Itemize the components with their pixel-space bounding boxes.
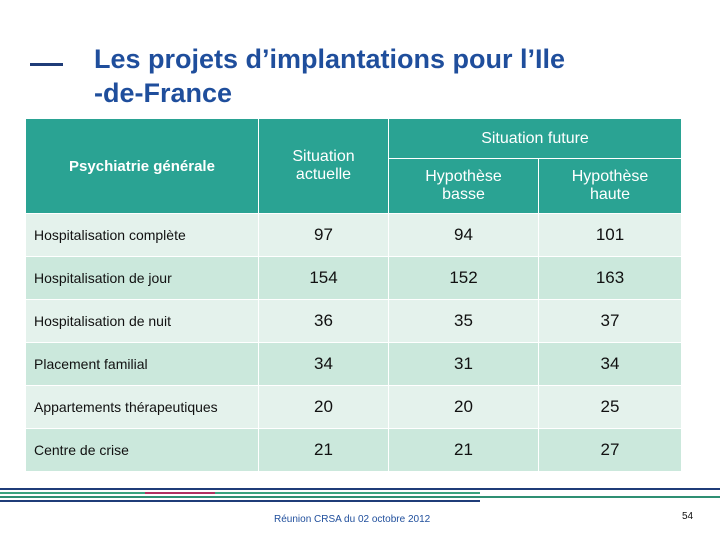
cell-value: 34 [538,342,682,386]
row-label: Hospitalisation complète [25,213,259,257]
cell-value: 163 [538,256,682,300]
cell-value: 25 [538,385,682,429]
row-label: Hospitalisation de nuit [25,299,259,343]
table-row: Appartements thérapeutiques 20 20 25 [25,385,682,429]
row-label: Hospitalisation de jour [25,256,259,300]
column-header: Situation actuelle [258,118,389,214]
title-marker [30,63,63,66]
cell-value: 154 [258,256,389,300]
stripe [0,492,480,494]
table-row: Hospitalisation de nuit 36 35 37 [25,299,682,343]
table-row: Placement familial 34 31 34 [25,342,682,386]
table-body: Hospitalisation complète 97 94 101 Hospitali… [25,213,682,472]
footer-text: Réunion CRSA du 02 octobre 2012 [274,514,431,525]
cell-value: 20 [258,385,389,429]
group-header: Situation future [388,118,682,159]
title-line: -de-France [94,78,233,108]
table-row: Hospitalisation de jour 154 152 163 [25,256,682,300]
cell-value: 37 [538,299,682,343]
title: Les projets d’implantations pour l’Ile -… [94,42,565,110]
cell-value: 34 [258,342,389,386]
data-table: Psychiatrie générale Situation actuelle … [25,118,682,472]
row-label: Appartements thérapeutiques [25,385,259,429]
table-row: Centre de crise 21 21 27 [25,428,682,472]
page-number: 54 [682,511,694,522]
cell-value: 152 [388,256,539,300]
cell-value: 31 [388,342,539,386]
cell-value: 97 [258,213,389,257]
cell-value: 101 [538,213,682,257]
stripe [0,488,720,490]
row-label: Centre de crise [25,428,259,472]
stripe [0,500,480,502]
cell-value: 35 [388,299,539,343]
corner-header: Psychiatrie générale [25,118,259,214]
cell-value: 21 [258,428,389,472]
cell-value: 94 [388,213,539,257]
stripe [145,492,215,494]
row-label: Placement familial [25,342,259,386]
cell-value: 27 [538,428,682,472]
column-header: Hypothèse haute [538,158,682,214]
cell-value: 20 [388,385,539,429]
column-header: Hypothèse basse [388,158,539,214]
stripe [0,496,720,498]
cell-value: 21 [388,428,539,472]
cell-value: 36 [258,299,389,343]
table-row: Hospitalisation complète 97 94 101 [25,213,682,257]
title-line: Les projets d’implantations pour l’Ile [94,44,566,74]
